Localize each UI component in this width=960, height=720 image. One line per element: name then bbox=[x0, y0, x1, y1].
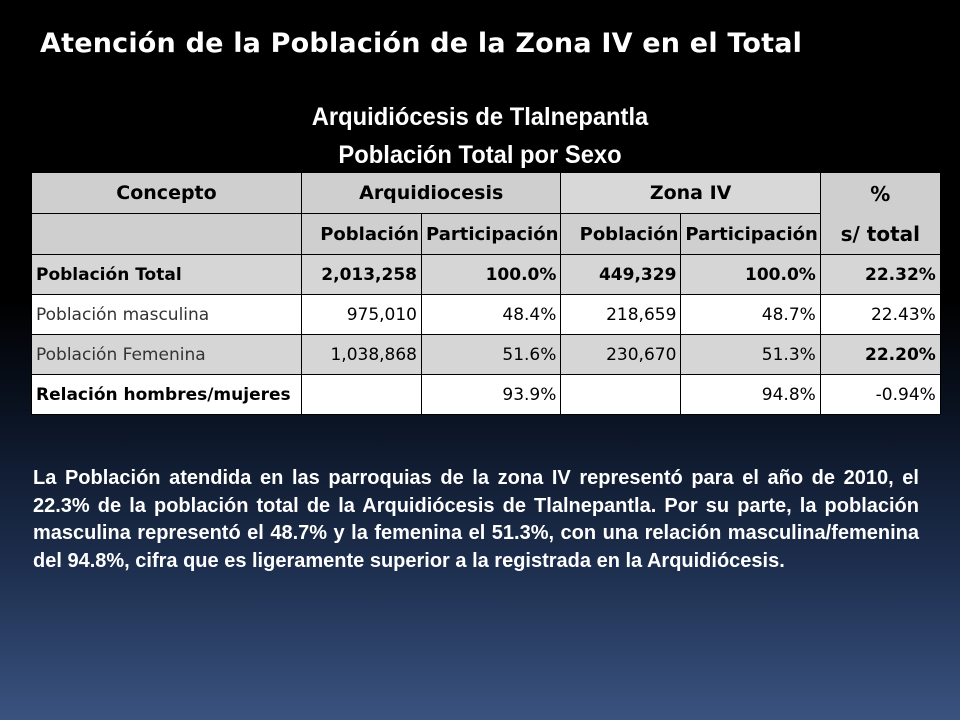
table-header-row: Concepto Arquidiocesis Zona IV % s/ tota… bbox=[31, 172, 941, 255]
cell-zona-participacion: 94.8% bbox=[680, 374, 821, 415]
table-heading: Arquidiócesis de Tlalnepantla Población … bbox=[24, 98, 936, 174]
table-row: Población Total 2,013,258 100.0% 449,329… bbox=[31, 254, 941, 295]
subheader-arq-poblacion: Población bbox=[301, 213, 422, 255]
cell-concepto: Población masculina bbox=[31, 294, 302, 335]
cell-concepto: Relación hombres/mujeres bbox=[31, 374, 302, 415]
slide-title: Atención de la Población de la Zona IV e… bbox=[40, 28, 803, 59]
table-subheader-row: Población Participación Población Partic… bbox=[31, 213, 941, 255]
cell-pct-total: 22.43% bbox=[819, 294, 941, 335]
cell-arq-poblacion: 1,038,868 bbox=[301, 334, 422, 375]
cell-zona-poblacion: 449,329 bbox=[560, 254, 682, 295]
cell-pct-total: -0.94% bbox=[819, 374, 941, 415]
cell-pct-total: 22.32% bbox=[819, 254, 941, 295]
cell-arq-poblacion bbox=[301, 374, 422, 415]
cell-zona-poblacion: 218,659 bbox=[560, 294, 682, 335]
cell-zona-participacion: 51.3% bbox=[680, 334, 821, 375]
header-pct-total: % s/ total bbox=[819, 172, 941, 255]
subheader-zona-participacion: Participación bbox=[680, 213, 821, 255]
header-pct-label: s/ total bbox=[840, 221, 920, 246]
table-row: Población masculina 975,010 48.4% 218,65… bbox=[31, 294, 941, 335]
table-title-line2: Población Total por Sexo bbox=[338, 141, 622, 169]
cell-arq-poblacion: 2,013,258 bbox=[301, 254, 422, 295]
table-row: Relación hombres/mujeres 93.9% 94.8% -0.… bbox=[31, 374, 941, 415]
cell-pct-total: 22.20% bbox=[819, 334, 941, 375]
header-arquidiocesis: Arquidiocesis bbox=[300, 172, 562, 214]
cell-zona-poblacion: 230,670 bbox=[560, 334, 682, 375]
table-title-line1: Arquidiócesis de Tlalnepantla bbox=[311, 103, 649, 131]
cell-arq-participacion: 51.6% bbox=[420, 334, 562, 375]
subheader-arq-participacion: Participación bbox=[420, 213, 562, 255]
cell-arq-participacion: 48.4% bbox=[420, 294, 562, 335]
cell-zona-participacion: 48.7% bbox=[680, 294, 821, 335]
summary-paragraph: La Población atendida en las parroquias … bbox=[33, 467, 919, 572]
header-pct-symbol: % bbox=[870, 181, 891, 206]
subheader-zona-poblacion: Población bbox=[560, 213, 682, 255]
table-row: Población Femenina 1,038,868 51.6% 230,6… bbox=[31, 334, 941, 375]
cell-arq-participacion: 100.0% bbox=[420, 254, 562, 295]
cell-arq-poblacion: 975,010 bbox=[301, 294, 422, 335]
population-table: Concepto Arquidiocesis Zona IV % s/ tota… bbox=[31, 172, 941, 415]
cell-concepto: Población Femenina bbox=[31, 334, 302, 375]
cell-zona-poblacion bbox=[560, 374, 682, 415]
cell-zona-participacion: 100.0% bbox=[680, 254, 821, 295]
header-zona: Zona IV bbox=[560, 172, 821, 214]
header-concepto: Concepto bbox=[31, 172, 302, 214]
subheader-blank bbox=[31, 213, 302, 255]
cell-concepto: Población Total bbox=[31, 254, 302, 295]
cell-arq-participacion: 93.9% bbox=[420, 374, 562, 415]
